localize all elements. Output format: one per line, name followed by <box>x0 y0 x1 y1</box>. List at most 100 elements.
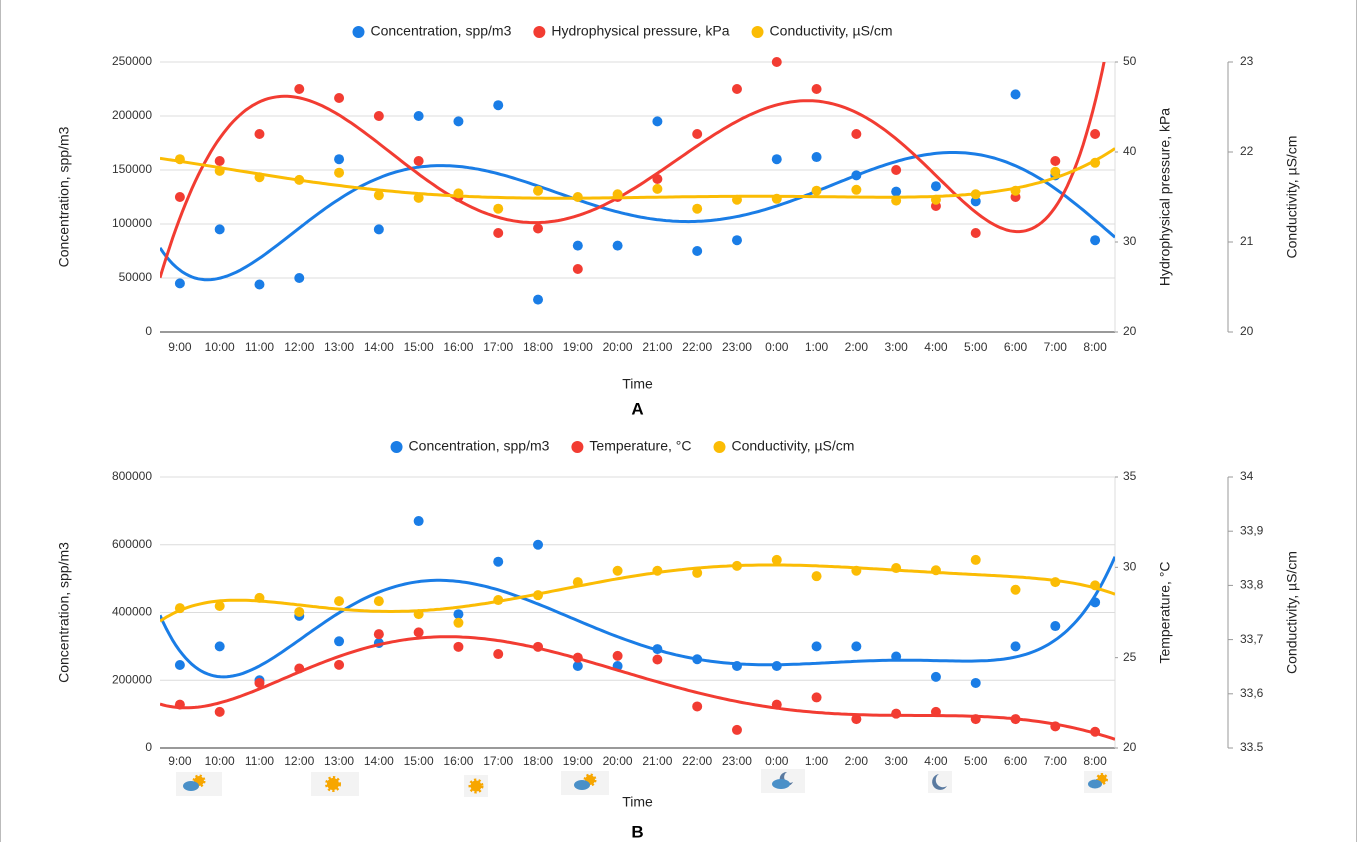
x-tick-label: 23:00 <box>722 754 752 768</box>
data-point <box>254 592 265 603</box>
data-point <box>1010 641 1021 652</box>
x-tick-label: 12:00 <box>284 340 314 354</box>
data-point <box>731 560 742 571</box>
data-point <box>572 661 583 672</box>
y3-axis-title: Conductivity, µS/cm <box>1284 551 1300 674</box>
x-tick-label: 20:00 <box>603 754 633 768</box>
data-point <box>731 194 742 205</box>
data-point <box>453 609 464 620</box>
data-point <box>930 671 941 682</box>
y2-tick-label: 50 <box>1123 54 1137 68</box>
legend-marker <box>533 26 546 38</box>
legend-label: Conductivity, µS/cm <box>770 23 893 39</box>
x-tick-label: 2:00 <box>845 340 869 354</box>
data-point <box>930 706 941 717</box>
legend-marker <box>713 441 726 453</box>
x-tick-label: 22:00 <box>682 340 712 354</box>
data-point <box>413 156 424 166</box>
data-point <box>891 195 902 206</box>
data-point <box>891 563 902 574</box>
x-tick-label: 14:00 <box>364 754 394 768</box>
y-tick-label: 50000 <box>119 270 153 284</box>
data-point <box>1050 721 1061 732</box>
data-point <box>572 652 583 663</box>
x-tick-label: 10:00 <box>205 340 235 354</box>
data-point <box>493 203 504 214</box>
data-point <box>851 129 862 139</box>
data-point <box>373 224 384 235</box>
x-tick-label: 17:00 <box>483 754 513 768</box>
data-point <box>851 565 862 576</box>
y2-tick-label: 20 <box>1123 740 1137 754</box>
legend-marker <box>571 441 584 453</box>
x-tick-label: 7:00 <box>1044 754 1068 768</box>
x-tick-label: 4:00 <box>924 340 948 354</box>
icon-sun <box>464 775 488 797</box>
y3-tick-label: 33,6 <box>1240 686 1264 700</box>
legend: Concentration, spp/m3 Hydrophysical press… <box>352 23 893 39</box>
data-point <box>970 677 981 688</box>
data-point <box>413 627 424 638</box>
data-point <box>533 294 544 305</box>
x-tick-label: 5:00 <box>964 754 988 768</box>
legend-label: Concentration, spp/m3 <box>371 23 512 39</box>
x-tick-label: 3:00 <box>884 754 908 768</box>
y-tick-label: 200000 <box>112 108 152 122</box>
data-point <box>533 539 544 550</box>
data-point <box>1010 185 1021 196</box>
data-point <box>214 156 225 166</box>
y2-tick-label: 30 <box>1123 560 1137 574</box>
data-point <box>692 246 703 256</box>
x-tick-label: 23:00 <box>722 340 752 354</box>
y2-axis-title: Hydrophysical pressure, kPa <box>1157 108 1173 286</box>
data-point <box>572 577 583 588</box>
data-point <box>731 235 742 246</box>
data-point <box>533 223 544 234</box>
legend-label: Conductivity, µS/cm <box>732 438 855 454</box>
data-point <box>692 567 703 578</box>
data-point <box>453 641 464 652</box>
data-point <box>731 724 742 735</box>
data-point <box>214 224 225 235</box>
x-tick-label: 16:00 <box>443 754 473 768</box>
y3-tick-label: 33.5 <box>1240 740 1264 754</box>
data-point <box>1090 129 1101 139</box>
x-tick-label: 18:00 <box>523 754 553 768</box>
x-tick-label: 8:00 <box>1083 754 1107 768</box>
data-point <box>493 649 504 660</box>
data-point <box>612 240 623 251</box>
data-point <box>652 116 663 127</box>
x-tick-label: 19:00 <box>563 340 593 354</box>
data-point <box>254 129 265 139</box>
data-point <box>612 565 623 576</box>
data-point <box>771 699 782 710</box>
x-tick-label: 15:00 <box>404 754 434 768</box>
data-point <box>373 629 384 640</box>
y-tick-label: 0 <box>145 324 152 338</box>
y-tick-label: 150000 <box>112 162 152 176</box>
x-tick-label: 11:00 <box>245 754 274 768</box>
data-point <box>1010 89 1021 100</box>
y-tick-label: 100000 <box>112 216 152 230</box>
y-tick-label: 400000 <box>112 605 152 619</box>
y2-tick-label: 30 <box>1123 234 1137 248</box>
data-point <box>891 651 902 662</box>
data-point <box>771 154 782 165</box>
data-point <box>811 152 822 163</box>
data-point <box>493 595 504 606</box>
data-point <box>294 663 305 674</box>
y3-axis-title: Conductivity, µS/cm <box>1284 136 1300 259</box>
x-axis-title: Time <box>622 794 653 810</box>
y-tick-label: 600000 <box>112 537 152 551</box>
data-point <box>692 203 703 214</box>
x-tick-label: 3:00 <box>884 340 908 354</box>
data-point <box>930 565 941 576</box>
data-point <box>373 596 384 607</box>
data-point <box>1090 597 1101 608</box>
x-tick-label: 21:00 <box>642 754 672 768</box>
data-point <box>970 228 981 238</box>
data-point <box>174 278 185 289</box>
data-point <box>214 165 225 176</box>
trend-line <box>160 556 1115 679</box>
